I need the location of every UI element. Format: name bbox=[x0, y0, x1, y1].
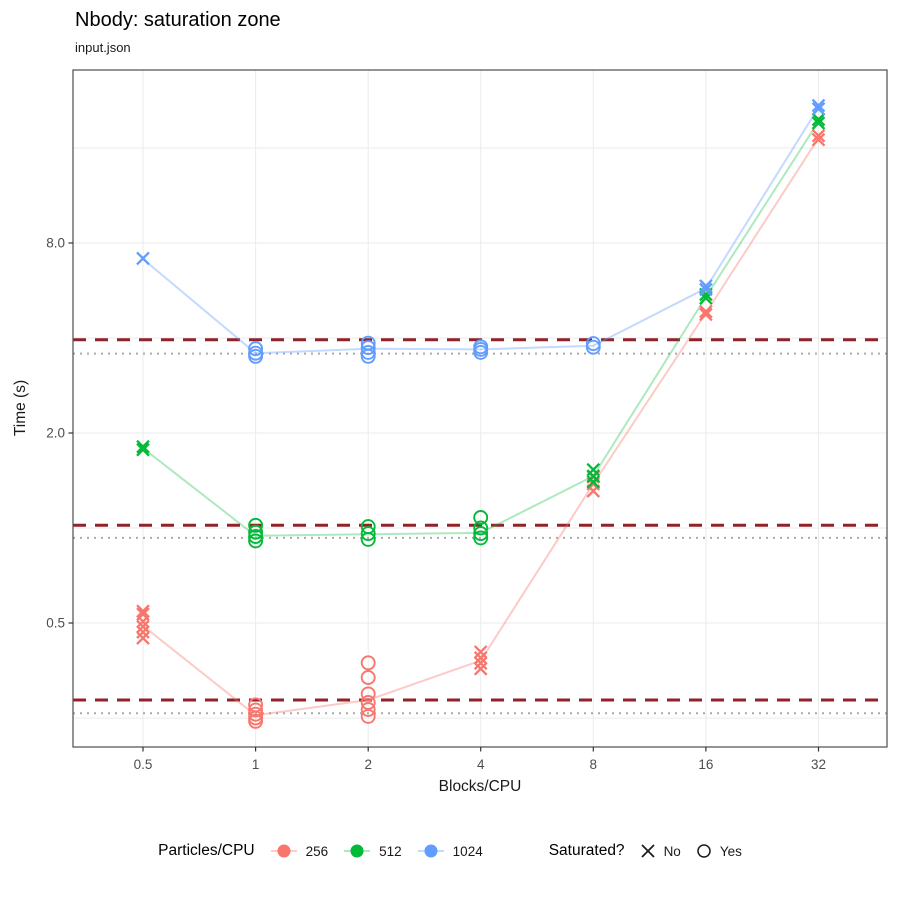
point-x-512 bbox=[811, 112, 826, 127]
x-tick-label: 8 bbox=[590, 757, 598, 772]
chart-title: Nbody: saturation zone bbox=[75, 9, 281, 31]
point-circle-256 bbox=[360, 670, 376, 685]
point-x-1024 bbox=[699, 282, 713, 297]
x-shape-icon bbox=[640, 844, 655, 858]
x-tick-label: 32 bbox=[811, 757, 826, 772]
legend-item-series-1024: 1024 bbox=[415, 841, 483, 861]
legend-item-series-512: 512 bbox=[341, 841, 402, 861]
legend-item-saturated: Yes bbox=[694, 841, 742, 861]
point-circle-512 bbox=[473, 520, 489, 536]
legend-key-dot-icon bbox=[424, 844, 438, 858]
point-circle-1024 bbox=[360, 344, 376, 360]
point-circle-256 bbox=[360, 655, 376, 671]
legend-label-no: No bbox=[663, 843, 681, 859]
point-circle-512 bbox=[473, 526, 489, 542]
point-x-512 bbox=[586, 469, 601, 483]
legend-label-1024: 1024 bbox=[452, 843, 483, 859]
x-tick-label: 0.5 bbox=[134, 757, 153, 772]
point-x-256 bbox=[699, 304, 713, 319]
point-circle-256 bbox=[360, 686, 376, 702]
legend-item-series-256: 256 bbox=[268, 841, 329, 861]
point-circle-256 bbox=[360, 702, 376, 717]
point-circle-1024 bbox=[585, 339, 601, 355]
point-circle-512 bbox=[248, 529, 264, 544]
point-circle-1024 bbox=[360, 340, 376, 356]
point-x-256 bbox=[811, 128, 826, 143]
point-x-256 bbox=[699, 307, 713, 322]
point-x-256 bbox=[136, 614, 150, 629]
point-circle-1024 bbox=[248, 341, 264, 357]
legend: Particles/CPU 256 512 1024 Saturated? No bbox=[0, 841, 900, 861]
point-circle-512 bbox=[360, 531, 376, 547]
x-tick-label: 16 bbox=[698, 757, 713, 772]
point-x-256 bbox=[473, 661, 488, 676]
x-tick-label: 1 bbox=[252, 757, 260, 772]
legend-key-dot-icon bbox=[277, 844, 291, 858]
circle-shape-icon bbox=[697, 844, 711, 858]
point-circle-256 bbox=[248, 713, 264, 729]
point-circle-1024 bbox=[248, 348, 264, 364]
plot-area: 0.5 1 2 4 8 16 32 8.0 2.0 0.5 bbox=[46, 69, 888, 772]
point-circle-512 bbox=[360, 526, 376, 542]
point-x-1024 bbox=[811, 98, 826, 113]
point-x-1024 bbox=[811, 101, 826, 116]
point-x-256 bbox=[136, 604, 150, 619]
point-x-256 bbox=[136, 631, 150, 645]
legend-item-not-saturated: No bbox=[638, 841, 681, 861]
point-circle-512 bbox=[473, 510, 489, 525]
x-tick-label: 2 bbox=[364, 757, 372, 772]
legend-key-256 bbox=[270, 844, 297, 858]
point-circle-256 bbox=[248, 702, 264, 718]
y-tick-label: 0.5 bbox=[46, 616, 65, 631]
legend-label-256: 256 bbox=[305, 843, 329, 859]
point-x-256 bbox=[136, 625, 150, 639]
point-circle-256 bbox=[248, 706, 264, 722]
point-x-256 bbox=[473, 650, 488, 665]
legend-key-1024 bbox=[417, 844, 444, 858]
shape-legend-title: Saturated? bbox=[548, 842, 625, 859]
point-x-512 bbox=[586, 475, 601, 489]
point-circle-512 bbox=[473, 530, 489, 546]
x-axis-title: Blocks/CPU bbox=[438, 778, 522, 795]
point-x-256 bbox=[473, 645, 488, 659]
chart-subtitle: input.json bbox=[75, 40, 131, 55]
legend-label-yes: Yes bbox=[719, 843, 742, 859]
point-x-256 bbox=[136, 619, 150, 634]
y-tick-label: 8.0 bbox=[46, 236, 65, 251]
point-circle-1024 bbox=[473, 344, 489, 360]
point-x-512 bbox=[811, 116, 826, 130]
legend-label-512: 512 bbox=[379, 843, 402, 859]
x-tick-label: 4 bbox=[477, 757, 485, 772]
point-x-512 bbox=[136, 442, 150, 457]
point-x-1024 bbox=[699, 279, 713, 293]
point-x-256 bbox=[473, 656, 488, 671]
panel-border bbox=[72, 69, 888, 748]
point-circle-1024 bbox=[360, 348, 376, 364]
y-tick-label: 2.0 bbox=[46, 426, 65, 441]
point-circle-256 bbox=[360, 708, 376, 724]
color-legend-title: Particles/CPU bbox=[158, 842, 255, 859]
point-circle-512 bbox=[248, 524, 264, 540]
point-circle-512 bbox=[248, 533, 264, 549]
point-x-512 bbox=[136, 439, 150, 454]
legend-key-dot-icon bbox=[350, 844, 364, 858]
point-x-256 bbox=[811, 132, 826, 147]
point-x-1024 bbox=[136, 251, 150, 266]
point-circle-512 bbox=[248, 517, 264, 533]
legend-key-512 bbox=[344, 844, 371, 858]
